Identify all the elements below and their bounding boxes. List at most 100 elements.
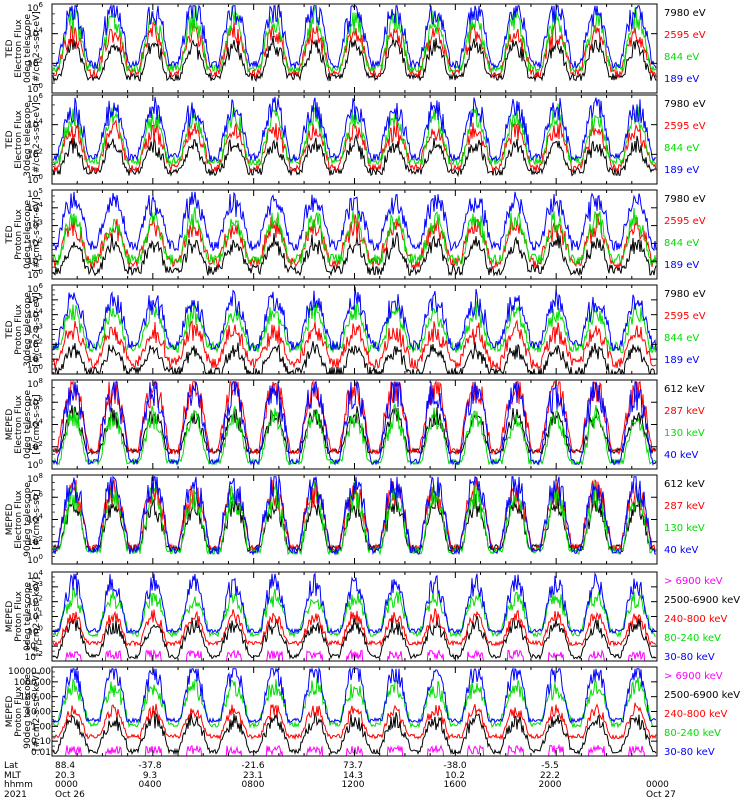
legend-entry: 30-80 keV — [664, 652, 715, 663]
series-blue — [52, 191, 657, 252]
legend-entry: 844 eV — [664, 238, 699, 249]
x-tick-label: 22.2 — [540, 771, 560, 781]
x-tick-label: 73.7 — [343, 761, 363, 771]
series-blue — [52, 380, 657, 467]
y-label-line: Electron Flux — [14, 110, 24, 169]
y-tick-label: 101 — [27, 254, 43, 267]
series-black — [52, 36, 657, 83]
legend-entry: 844 eV — [664, 143, 699, 154]
y-axis-label: TED Proton Flux 0deg telescope [#/cm2-s-str… — [5, 197, 42, 272]
series-red — [52, 702, 657, 741]
y-label-line: TED — [5, 39, 15, 58]
series-green — [52, 103, 657, 167]
y-label-line: MEPED — [5, 601, 15, 633]
legend-entry: 7980 eV — [664, 194, 706, 205]
legend-entry: 2500-6900 keV — [664, 690, 740, 701]
legend-entry: > 6900 keV — [664, 576, 723, 587]
y-axis-label: MEPED Electron Flux 90deg telescope [#/cm2-… — [5, 482, 42, 557]
x-tick-label: 14.3 — [343, 771, 363, 781]
x-tick-label: 0000 — [55, 780, 78, 790]
legend-entry: 30-80 keV — [664, 747, 715, 758]
y-label-line: Proton Flux — [14, 209, 24, 260]
series-blue — [52, 667, 657, 725]
x-tick-label: 9.3 — [143, 771, 157, 781]
x-tick-label: 1600 — [444, 780, 467, 790]
y-tick-label: 10-2 — [25, 650, 43, 663]
y-label-line: Proton Flux — [14, 591, 24, 642]
legend-entry: 7980 eV — [664, 8, 706, 19]
legend-entry: 844 eV — [664, 333, 699, 344]
legend-entry: 2500-6900 keV — [664, 595, 740, 606]
legend-entry: 7980 eV — [664, 99, 706, 110]
legend-entry: 612 keV — [664, 384, 705, 395]
y-tick-label: 104 — [27, 308, 43, 321]
series-black — [52, 710, 657, 756]
y-tick-label: 106 — [27, 92, 43, 105]
y-tick-label: 104 — [27, 27, 43, 40]
y-tick-label: 108 — [27, 472, 43, 485]
legend-entry: 287 keV — [664, 406, 705, 417]
series-magenta — [65, 648, 646, 661]
x-tick-label: 23.1 — [243, 771, 263, 781]
y-tick-label: 106 — [27, 1, 43, 14]
legend-entry: 80-240 keV — [664, 633, 721, 644]
x-tick-label: 0400 — [139, 780, 162, 790]
y-label-line: Proton Flux — [14, 686, 24, 737]
x-tick-label: Oct 26 — [55, 790, 85, 800]
y-tick-label: 0.01 — [31, 748, 51, 758]
y-label-line: MEPED — [5, 409, 15, 441]
legend-entry: 844 eV — [664, 52, 699, 63]
x-tick-label: 0800 — [242, 780, 265, 790]
x-tick-label: -5.5 — [541, 761, 559, 771]
y-tick-label: 10000.00 — [8, 667, 51, 677]
legend-entry: 2595 eV — [664, 311, 706, 322]
series-blue — [52, 572, 656, 635]
y-tick-label: 100 — [27, 624, 43, 637]
y-tick-label: 1000.00 — [14, 678, 51, 688]
y-tick-label: 100 — [27, 553, 43, 566]
series-black — [52, 341, 656, 374]
x-tick-label: 2000 — [539, 780, 562, 790]
y-tick-label: 100 — [27, 82, 43, 95]
legend-entry: > 6900 keV — [664, 671, 723, 682]
y-tick-label: 0.10 — [31, 737, 51, 747]
y-tick-label: 100 — [27, 458, 43, 471]
y-label-line: [#/cm2-s-str] — [32, 489, 42, 549]
legend-entry: 2595 eV — [664, 121, 706, 132]
y-tick-label: 10-1 — [25, 639, 43, 652]
series-black — [52, 133, 657, 178]
y-axis-label: MEPED Proton Flux 90deg telescope [#/cm2-s-… — [5, 672, 42, 751]
x-tick-label: 88.4 — [55, 761, 75, 771]
y-tick-label: 106 — [27, 395, 43, 408]
x-tick-label: 0000 — [646, 780, 669, 790]
legend-entry: 2595 eV — [664, 30, 706, 41]
y-label-line: [#/cm2-s-str] — [32, 394, 42, 454]
x-row-label: MLT — [4, 771, 22, 781]
x-tick-label: 1200 — [342, 780, 365, 790]
y-tick-label: 105 — [27, 187, 43, 200]
y-label-line: TED — [5, 130, 15, 149]
y-tick-label: 102 — [27, 595, 43, 608]
y-label-line: [#/cm2-s-str-keV] — [32, 577, 42, 656]
y-tick-label: 101 — [27, 352, 43, 365]
y-tick-label: 104 — [27, 513, 43, 526]
y-tick-label: 104 — [27, 118, 43, 131]
y-label-line: Electron Flux — [14, 490, 24, 549]
x-tick-label: -37.8 — [138, 761, 162, 771]
y-tick-label: 105 — [27, 293, 43, 306]
y-label-line: [#/cm2-s-str-eV] — [32, 292, 42, 367]
y-tick-label: 104 — [27, 569, 43, 582]
y-axis-label: MEPED Proton Flux 0deg telescope [#/cm2-s-s… — [5, 577, 42, 656]
legend-entry: 189 eV — [664, 165, 699, 176]
y-tick-label: 100 — [27, 363, 43, 376]
y-tick-label: 101 — [27, 610, 43, 623]
y-label-line: Electron Flux — [14, 395, 24, 454]
legend-entry: 40 keV — [664, 450, 698, 461]
